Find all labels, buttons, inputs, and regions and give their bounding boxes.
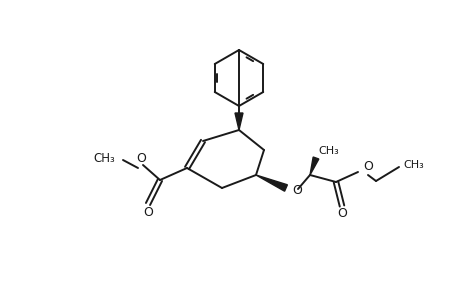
Polygon shape (309, 157, 318, 175)
Text: CH₃: CH₃ (93, 152, 115, 166)
Text: CH₃: CH₃ (402, 160, 423, 170)
Text: O: O (291, 184, 301, 196)
Text: O: O (336, 208, 346, 220)
Text: O: O (143, 206, 152, 218)
Polygon shape (235, 113, 242, 130)
Text: CH₃: CH₃ (317, 146, 338, 156)
Text: O: O (136, 152, 146, 164)
Text: O: O (362, 160, 372, 172)
Polygon shape (256, 175, 287, 191)
